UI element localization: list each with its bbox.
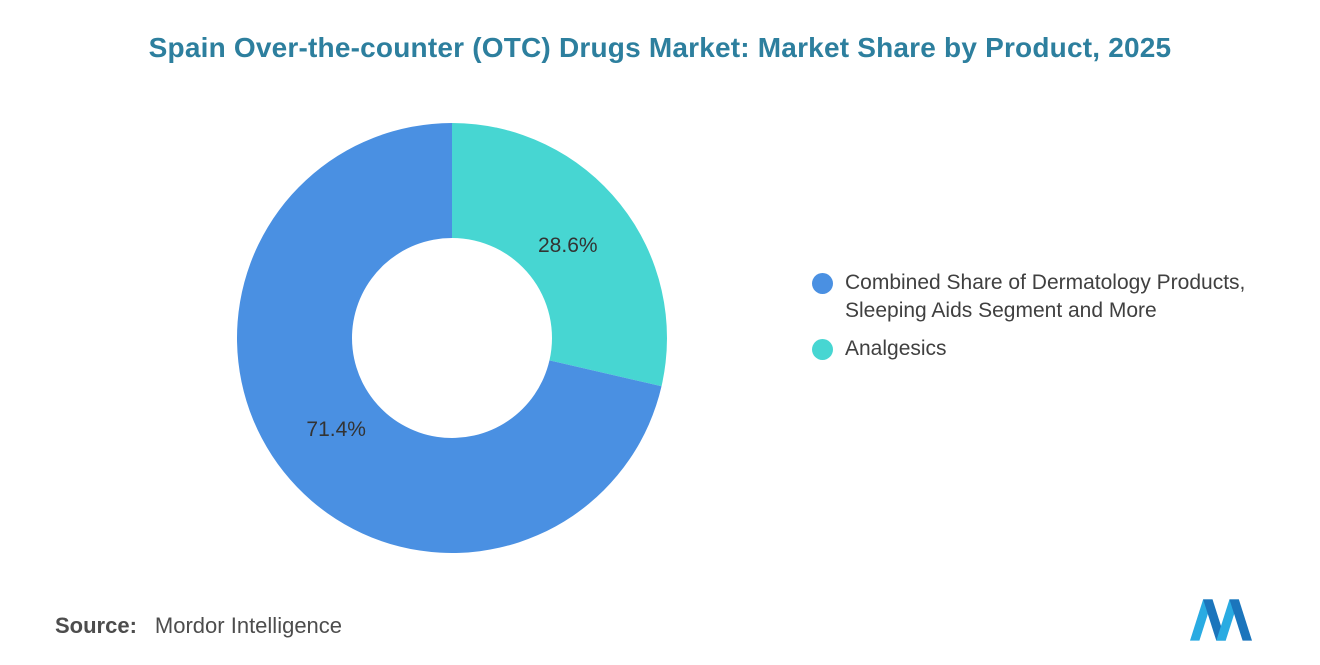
legend-swatch-combined-share [812,273,833,294]
chart-title: Spain Over-the-counter (OTC) Drugs Marke… [148,32,1172,63]
source-value: Mordor Intelligence [154,613,343,638]
donut-svg [237,123,667,553]
slice-label-analgesics: 28.6% [538,233,598,257]
donut-slice-1[interactable] [452,123,667,387]
donut-slice-0[interactable] [237,123,662,553]
legend: Combined Share of Dermatology Products, … [812,269,1292,373]
legend-label-combined-share: Combined Share of Dermatology Products, … [845,271,1246,322]
legend-item-combined-share[interactable]: Combined Share of Dermatology Products, … [812,269,1292,325]
mordor-intelligence-logo [1190,596,1252,644]
legend-swatch-analgesics [812,339,833,360]
legend-item-analgesics[interactable]: Analgesics [812,335,1292,363]
source-label: Source: [55,613,137,638]
logo-stroke-4 [1229,599,1252,641]
legend-label-analgesics: Analgesics [845,337,947,360]
slice-label-combined-share: 71.4% [306,418,366,442]
donut-chart: 71.4% 28.6% [232,118,672,558]
source-line: Source: Mordor Intelligence [55,613,342,639]
